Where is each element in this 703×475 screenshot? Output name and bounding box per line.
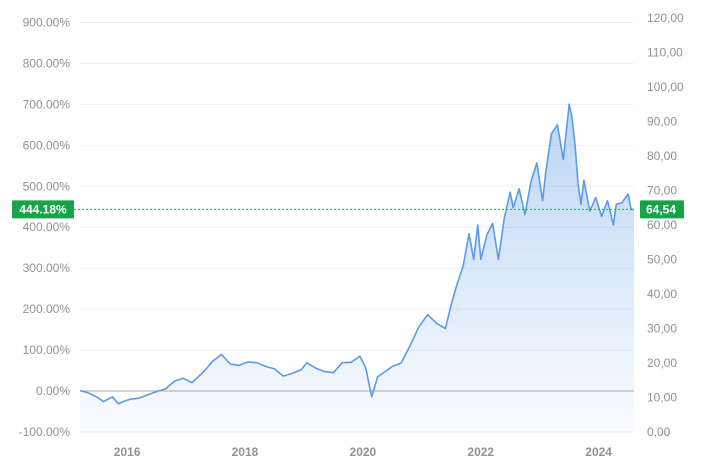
x-axis-years: 2016 2018 2020 2022 2024 (114, 445, 613, 459)
x-tick-label: 2024 (585, 445, 612, 459)
right-tick-label: 20,00 (647, 356, 677, 370)
right-tick-label: 60,00 (647, 218, 677, 232)
x-tick-label: 2020 (350, 445, 377, 459)
left-tick-label: 500.00% (23, 179, 71, 193)
x-tick-label: 2022 (467, 445, 494, 459)
right-tick-label: 100,00 (647, 80, 684, 94)
left-tick-label: 600.00% (23, 138, 71, 152)
left-tick-label: 400.00% (23, 220, 71, 234)
right-tick-label: 40,00 (647, 287, 677, 301)
right-tick-label: 110,00 (647, 46, 683, 60)
left-tick-label: 0.00% (36, 384, 70, 398)
right-tick-label: 50,00 (647, 253, 677, 267)
left-tick-label: 800.00% (23, 56, 71, 70)
right-tick-label: 90,00 (647, 115, 677, 129)
right-tick-label: 70,00 (647, 184, 677, 198)
price-area-fill (80, 104, 634, 433)
current-percent-label: 444.18% (19, 202, 67, 216)
right-tick-label: 80,00 (647, 149, 677, 163)
left-tick-label: 200.00% (23, 302, 71, 316)
price-line (79, 103, 635, 405)
left-tick-label: 300.00% (23, 261, 71, 275)
current-percent-badge: 444.18% (12, 200, 74, 219)
left-tick-label: -100.00% (19, 425, 71, 439)
right-tick-label: 10,00 (647, 391, 677, 405)
current-price-label: 64,54 (646, 202, 676, 216)
x-tick-label: 2018 (232, 445, 259, 459)
current-price-badge: 64,54 (640, 200, 684, 219)
x-tick-label: 2016 (114, 445, 141, 459)
right-tick-label: 120,00 (647, 11, 684, 25)
left-tick-label: 700.00% (23, 97, 71, 111)
left-tick-label: 900.00% (23, 15, 71, 29)
right-tick-label: 30,00 (647, 322, 677, 336)
right-axis-price: 120,00 110,00 100,00 90,00 80,00 70,00 60,00 50… (647, 11, 684, 439)
left-tick-label: 100.00% (23, 343, 71, 357)
left-axis-percent: 900.00% 800.00% 700.00% 600.00% 500.00% 400.0… (19, 15, 71, 439)
right-tick-label: 0,00 (647, 425, 671, 439)
